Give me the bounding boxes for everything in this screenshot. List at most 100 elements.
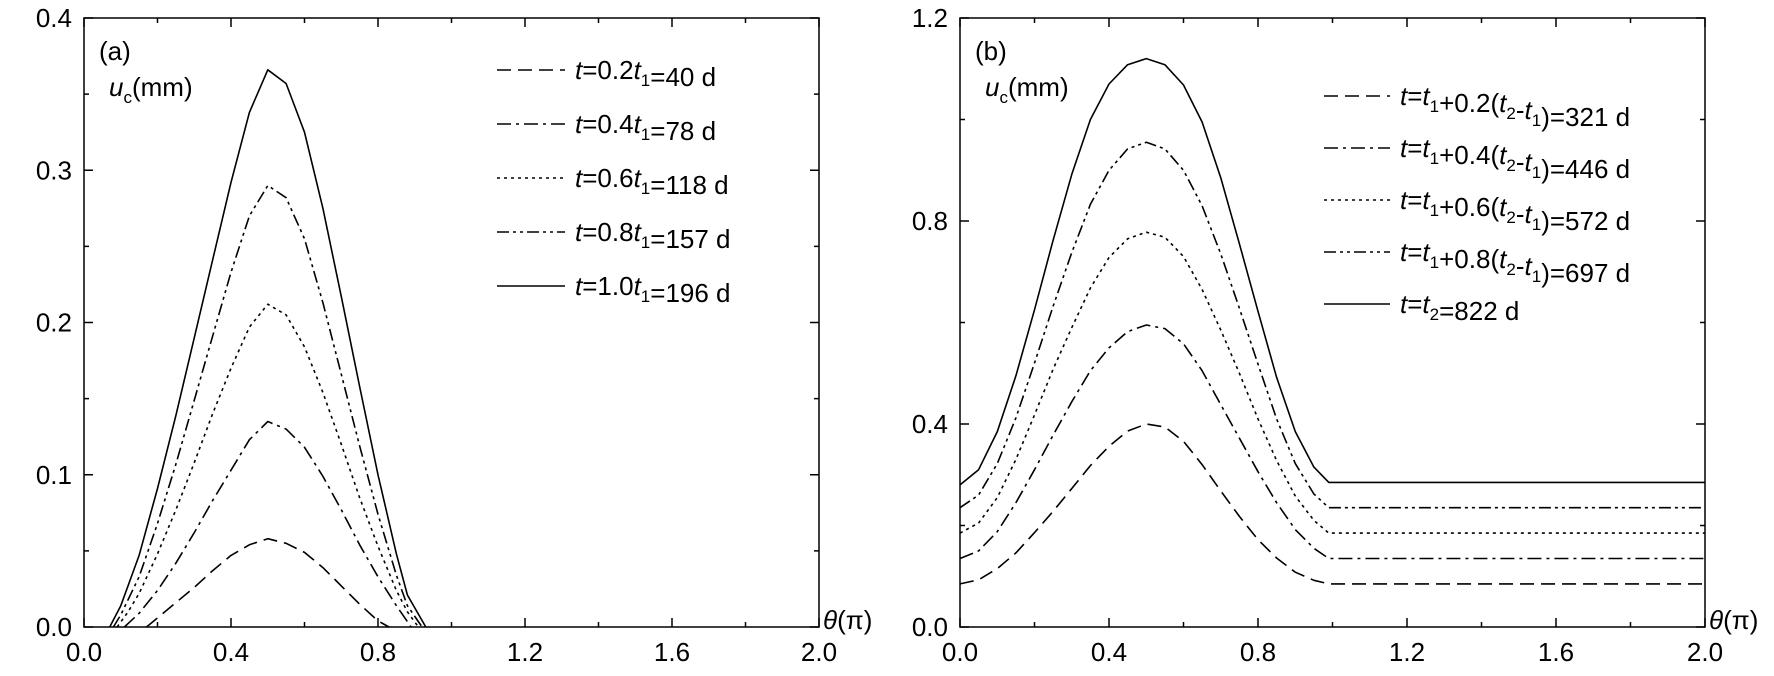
legend-var: t <box>1422 133 1431 163</box>
legend-text-part: =40 d <box>650 62 716 92</box>
x-tick-label: 1.6 <box>654 637 690 667</box>
y-tick-label: 1.2 <box>912 3 948 33</box>
legend-sub: 2 <box>1506 260 1515 279</box>
y-axis-sub: c <box>123 88 132 107</box>
legend-var: t <box>1525 251 1534 281</box>
legend-text-part: )=446 d <box>1541 154 1630 184</box>
legend-var: t <box>1499 140 1508 170</box>
legend-label-0: t=0.2t1=40 d <box>575 55 716 92</box>
legend-label-4: t=t2=822 d <box>1400 289 1519 326</box>
y-tick-label: 0.0 <box>36 612 72 642</box>
chart-panel-1: 0.0 0.4 0.8 1.2 1.6 2.0 0.0 0.4 0.8 1.2 (b) uc(mm) θ… <box>912 3 1759 667</box>
legend-var: t <box>1525 95 1534 125</box>
legend-text-part: - <box>1516 251 1525 281</box>
legend-sub: 2 <box>1506 208 1515 227</box>
series-line-1 <box>959 324 1705 560</box>
legend-var: t <box>1422 289 1431 319</box>
legend-var: t <box>575 271 584 301</box>
legend-var: t <box>1525 147 1534 177</box>
x-tick-label: 0.0 <box>66 637 102 667</box>
legend-text-part: +0.8( <box>1439 244 1499 274</box>
legend-var: t <box>1525 199 1534 229</box>
legend-text-part: =196 d <box>650 278 730 308</box>
legend-label-1: t=t1+0.4(t2-t1)=446 d <box>1400 133 1630 184</box>
legend-label-2: t=0.6t1=118 d <box>575 163 729 200</box>
x-tick-label: 1.2 <box>507 637 543 667</box>
legend-text-part: = <box>1407 81 1422 111</box>
series-line-0 <box>145 537 390 628</box>
legend-text-part: +0.6( <box>1439 192 1499 222</box>
y-tick-label: 0.4 <box>36 3 72 33</box>
legend-sub: 1 <box>641 71 650 90</box>
series-line-2 <box>116 303 420 628</box>
legend-text-part: +0.4( <box>1439 140 1499 170</box>
series-line-1 <box>123 420 412 628</box>
legend-text-part: =1.0 <box>582 271 633 301</box>
legend-var: t <box>575 55 584 85</box>
legend-label-1: t=0.4t1=78 d <box>575 109 716 146</box>
x-axis-unit: (π) <box>1723 605 1758 635</box>
panel-label: (a) <box>99 36 131 66</box>
legend-var: t <box>1422 185 1431 215</box>
y-tick-label: 0.0 <box>912 612 948 642</box>
y-tick-label: 0.1 <box>36 460 72 490</box>
legend-var: t <box>575 109 584 139</box>
legend-sub: 2 <box>1506 156 1515 175</box>
y-axis-unit: (mm) <box>1008 72 1069 102</box>
legend-text-part: = <box>1407 237 1422 267</box>
x-axis-var: θ <box>1709 605 1723 635</box>
legend-text-part: - <box>1516 147 1525 177</box>
legend-label-0: t=t1+0.2(t2-t1)=321 d <box>1400 81 1630 132</box>
legend-text-part: =118 d <box>650 170 728 200</box>
legend-text-part: - <box>1516 199 1525 229</box>
x-tick-label: 0.8 <box>1240 637 1276 667</box>
legend-text-part: - <box>1516 95 1525 125</box>
legend-label-2: t=t1+0.6(t2-t1)=572 d <box>1400 185 1630 236</box>
legend-var: t <box>1400 237 1409 267</box>
legend-label-3: t=0.8t1=157 d <box>575 217 731 254</box>
legend-label-4: t=1.0t1=196 d <box>575 271 731 308</box>
legend-text-part: =822 d <box>1439 296 1519 326</box>
y-axis-title: uc(mm) <box>985 72 1069 107</box>
legend-sub: 1 <box>641 287 650 306</box>
legend-var: t <box>634 163 643 193</box>
legend-var: t <box>1400 81 1409 111</box>
legend-var: t <box>575 163 584 193</box>
legend-var: t <box>1499 192 1508 222</box>
series-line-0 <box>959 423 1705 585</box>
legend-text-part: =0.8 <box>582 217 633 247</box>
y-axis-title: uc(mm) <box>109 72 193 107</box>
series-line-2 <box>959 231 1705 534</box>
legend-sub: 1 <box>1532 215 1541 234</box>
y-tick-label: 0.8 <box>912 206 948 236</box>
y-tick-label: 0.3 <box>36 155 72 185</box>
y-axis-var: u <box>109 72 123 102</box>
x-tick-label: 0.4 <box>213 637 249 667</box>
legend-sub: 2 <box>1430 305 1439 324</box>
legend-var: t <box>1499 88 1508 118</box>
legend-sub: 1 <box>1430 201 1439 220</box>
legend-text-part: )=572 d <box>1541 206 1630 236</box>
x-axis-title: θ(π) <box>1709 605 1758 635</box>
legend-var: t <box>575 217 584 247</box>
panel-label: (b) <box>975 36 1007 66</box>
x-tick-label: 1.2 <box>1389 637 1425 667</box>
legend-text-part: =0.4 <box>582 109 633 139</box>
series-line-3 <box>959 141 1705 509</box>
legend-sub: 1 <box>641 125 650 144</box>
legend-var: t <box>634 55 643 85</box>
legend-sub: 1 <box>1532 111 1541 130</box>
y-tick-label: 0.4 <box>912 409 948 439</box>
legend-text-part: )=321 d <box>1541 102 1630 132</box>
series-line-4 <box>108 69 427 628</box>
legend-var: t <box>634 109 643 139</box>
legend-var: t <box>1422 237 1431 267</box>
series-line-4 <box>959 57 1705 486</box>
x-tick-label: 0.8 <box>360 637 396 667</box>
legend-label-3: t=t1+0.8(t2-t1)=697 d <box>1400 237 1630 288</box>
legend-var: t <box>634 217 643 247</box>
legend-text-part: =0.2 <box>582 55 633 85</box>
x-tick-label: 1.6 <box>1538 637 1574 667</box>
legend-text-part: = <box>1407 133 1422 163</box>
